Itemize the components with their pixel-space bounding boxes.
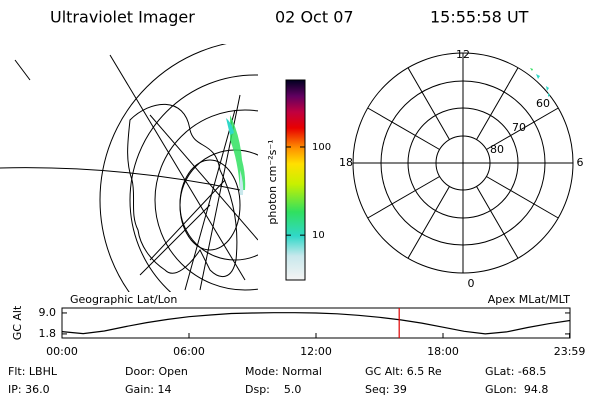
lat-label: 70: [512, 121, 526, 134]
status-field: Door: Open: [125, 365, 188, 378]
status-field: Mode: Normal: [245, 365, 322, 378]
colorbar-tick-label: 10: [312, 230, 325, 241]
status-field: Dsp: 5.0: [245, 383, 301, 396]
spoke: [407, 186, 450, 259]
spoke: [367, 107, 440, 150]
mlt-label: 0: [468, 277, 475, 290]
status-field: GLon: 94.8: [485, 383, 548, 396]
lat-label: 80: [490, 143, 504, 156]
spoke: [407, 67, 450, 140]
plot-title: Geographic Lat/Lon: [70, 293, 177, 306]
status-field: GC Alt: 6.5 Re: [365, 365, 442, 378]
date: 02 Oct 07: [275, 8, 354, 27]
status-field: Flt: LBHL: [8, 365, 58, 378]
mlt-label: 18: [339, 156, 353, 169]
x-tick-label: 18:00: [427, 345, 459, 358]
mlt-label: 6: [577, 156, 584, 169]
status-field: Gain: 14: [125, 383, 172, 396]
polar-plot: 12 18 6 0 60 70 80: [339, 48, 584, 290]
mlt-label: 12: [456, 48, 470, 61]
altitude-line: [61, 312, 571, 335]
colorbar-label: photon cm⁻²s⁻¹: [266, 139, 279, 224]
status-field: IP: 36.0: [8, 383, 50, 396]
spoke: [486, 176, 559, 219]
colorbar: [285, 79, 306, 281]
colorbar-tick-label: 100: [312, 142, 331, 153]
x-tick-label: 06:00: [173, 345, 205, 358]
title: Ultraviolet Imager: [50, 8, 195, 27]
spoke: [476, 67, 519, 140]
spoke: [367, 176, 440, 219]
spoke: [476, 186, 519, 259]
x-tick-label: 00:00: [46, 345, 78, 358]
x-tick-label: 12:00: [300, 345, 332, 358]
status-field: GLat: -68.5: [485, 365, 546, 378]
y-tick-label: 1.8: [39, 327, 57, 340]
y-tick-label: 9.0: [39, 306, 57, 319]
x-tick-label: 23:59: [554, 345, 586, 358]
status-field: Seq: 39: [365, 383, 407, 396]
lat-label: 60: [536, 97, 550, 110]
geo-map: [0, 44, 258, 292]
time: 15:55:58 UT: [430, 8, 529, 27]
spoke: [486, 107, 559, 150]
y-axis-label: GC Alt: [11, 305, 24, 340]
plot-title: Apex MLat/MLT: [488, 293, 571, 306]
